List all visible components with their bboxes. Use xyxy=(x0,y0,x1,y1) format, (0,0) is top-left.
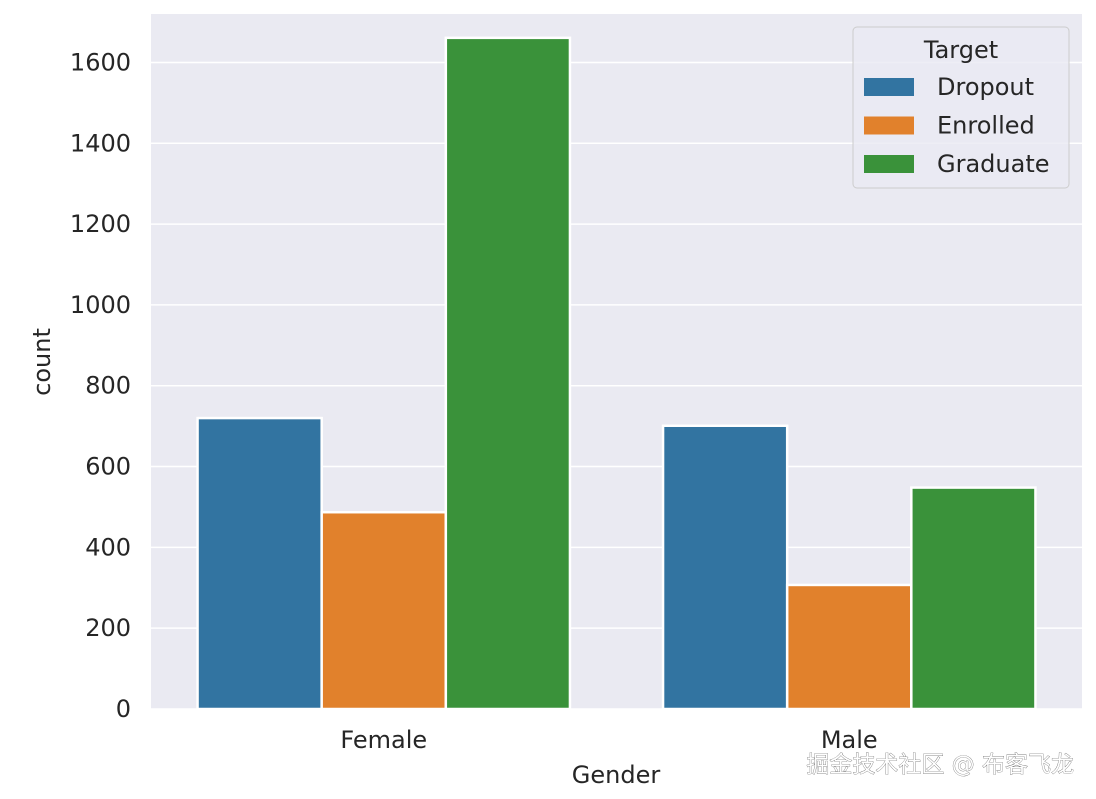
x-tick-label: Female xyxy=(340,726,427,754)
legend-swatch xyxy=(864,78,914,96)
bar-enrolled-female xyxy=(320,510,448,711)
y-tick-label: 1200 xyxy=(70,210,131,238)
bar-graduate-female xyxy=(444,36,572,711)
y-tick-label: 400 xyxy=(85,533,131,561)
legend-title: Target xyxy=(923,36,998,64)
bars xyxy=(196,36,1037,711)
y-tick-label: 1600 xyxy=(70,48,131,76)
bar-dropout-female xyxy=(196,416,323,711)
legend-label: Graduate xyxy=(937,150,1050,178)
legend: Target Dropout Enrolled Graduate xyxy=(852,26,1070,189)
x-axis-ticks: Female Male xyxy=(340,726,877,754)
y-axis-label: count xyxy=(28,328,56,396)
legend-swatch xyxy=(864,116,914,135)
y-tick-label: 800 xyxy=(85,372,131,400)
bar-enrolled-male xyxy=(785,583,913,711)
bar-graduate-male xyxy=(910,486,1037,711)
y-tick-label: 0 xyxy=(116,695,131,723)
legend-box xyxy=(852,26,1070,189)
y-tick-label: 200 xyxy=(85,614,131,642)
y-tick-label: 1000 xyxy=(70,291,131,319)
legend-label: Enrolled xyxy=(937,112,1035,140)
y-tick-label: 600 xyxy=(85,453,131,481)
x-axis-label: Gender xyxy=(572,761,661,789)
bar-dropout-male xyxy=(661,424,789,711)
watermark: 掘金技术社区 @ 布客飞龙 xyxy=(806,752,1074,778)
legend-label: Dropout xyxy=(937,73,1034,101)
y-axis-ticks: 0 200 400 600 800 1000 1200 1400 1600 xyxy=(70,48,131,723)
legend-swatch xyxy=(864,155,914,173)
legend-items: Dropout Enrolled Graduate xyxy=(864,73,1050,178)
y-tick-label: 1400 xyxy=(70,129,131,157)
x-tick-label: Male xyxy=(821,726,878,754)
